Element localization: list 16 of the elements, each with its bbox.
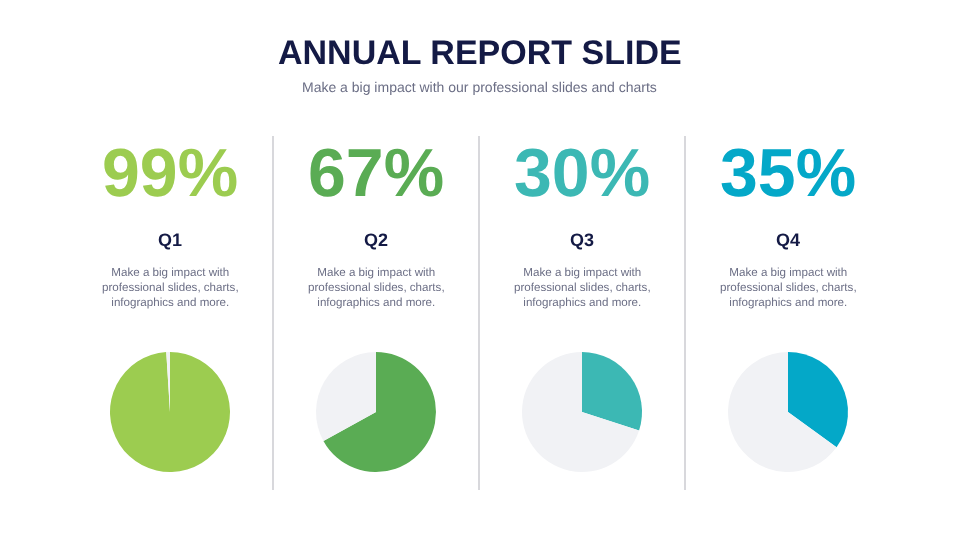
pie-slice (522, 352, 640, 472)
text: Q1 (158, 230, 183, 250)
text: Q2 (364, 230, 389, 250)
data-label: 35% (720, 136, 857, 212)
pie-slice (110, 352, 230, 472)
text: Q3 (570, 230, 595, 250)
pie-slice (316, 352, 376, 441)
data-label: 30% (514, 136, 651, 212)
text: ANNUAL REPORT SLIDE (278, 34, 682, 72)
text: Q4 (776, 230, 801, 250)
pie-slice (582, 352, 642, 431)
data-label: 67% (308, 136, 445, 212)
pie-slice (728, 352, 837, 472)
pie-slice (323, 352, 436, 472)
data-label: 99% (102, 136, 239, 212)
pie-slice (788, 352, 848, 448)
